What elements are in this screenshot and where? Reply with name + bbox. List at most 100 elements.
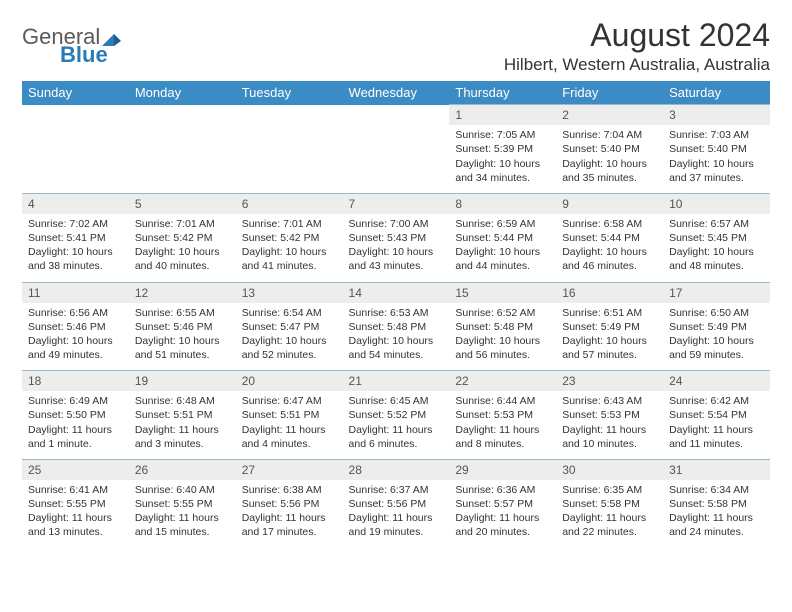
sunrise-text: Sunrise: 6:53 AM [349,306,444,320]
brand-part2: Blue [22,44,123,66]
sunrise-text: Sunrise: 6:54 AM [242,306,337,320]
sunset-text: Sunset: 5:41 PM [28,231,123,245]
day-detail-row: Sunrise: 6:56 AMSunset: 5:46 PMDaylight:… [22,303,770,371]
sunset-text: Sunset: 5:47 PM [242,320,337,334]
location-text: Hilbert, Western Australia, Australia [504,55,770,75]
day-number-cell: 5 [129,193,236,214]
day-number-cell [236,105,343,126]
sunset-text: Sunset: 5:50 PM [28,408,123,422]
daylight-text: Daylight: 11 hours and 4 minutes. [242,423,337,451]
daylight-text: Daylight: 11 hours and 3 minutes. [135,423,230,451]
sunrise-text: Sunrise: 7:01 AM [135,217,230,231]
daylight-text: Daylight: 10 hours and 59 minutes. [669,334,764,362]
sunrise-text: Sunrise: 6:58 AM [562,217,657,231]
daylight-text: Daylight: 10 hours and 52 minutes. [242,334,337,362]
day-detail-cell: Sunrise: 6:44 AMSunset: 5:53 PMDaylight:… [449,391,556,459]
sunset-text: Sunset: 5:55 PM [135,497,230,511]
day-detail-cell: Sunrise: 6:42 AMSunset: 5:54 PMDaylight:… [663,391,770,459]
day-number-cell: 7 [343,193,450,214]
brand-logo: GeneralBlue [22,18,123,66]
sunset-text: Sunset: 5:53 PM [562,408,657,422]
day-number-cell: 21 [343,371,450,392]
sunrise-text: Sunrise: 6:38 AM [242,483,337,497]
day-number-cell: 29 [449,459,556,480]
day-number-row: 11121314151617 [22,282,770,303]
day-number-cell [129,105,236,126]
daylight-text: Daylight: 10 hours and 51 minutes. [135,334,230,362]
weekday-header: Friday [556,81,663,105]
day-number-row: 123 [22,105,770,126]
daylight-text: Daylight: 10 hours and 43 minutes. [349,245,444,273]
title-block: August 2024 Hilbert, Western Australia, … [504,18,770,75]
daylight-text: Daylight: 11 hours and 6 minutes. [349,423,444,451]
sunrise-text: Sunrise: 6:51 AM [562,306,657,320]
day-number-cell: 13 [236,282,343,303]
sunrise-text: Sunrise: 6:47 AM [242,394,337,408]
day-detail-cell: Sunrise: 6:48 AMSunset: 5:51 PMDaylight:… [129,391,236,459]
sunset-text: Sunset: 5:49 PM [562,320,657,334]
day-detail-cell [129,125,236,193]
day-number-cell: 2 [556,105,663,126]
daylight-text: Daylight: 11 hours and 24 minutes. [669,511,764,539]
daylight-text: Daylight: 11 hours and 17 minutes. [242,511,337,539]
day-detail-cell: Sunrise: 6:35 AMSunset: 5:58 PMDaylight:… [556,480,663,548]
day-detail-cell: Sunrise: 6:45 AMSunset: 5:52 PMDaylight:… [343,391,450,459]
day-number-cell: 14 [343,282,450,303]
sunset-text: Sunset: 5:42 PM [242,231,337,245]
sunrise-text: Sunrise: 6:50 AM [669,306,764,320]
sunrise-text: Sunrise: 6:42 AM [669,394,764,408]
day-number-cell: 27 [236,459,343,480]
day-detail-cell [22,125,129,193]
daylight-text: Daylight: 10 hours and 57 minutes. [562,334,657,362]
sunset-text: Sunset: 5:58 PM [562,497,657,511]
sunset-text: Sunset: 5:58 PM [669,497,764,511]
day-detail-cell: Sunrise: 6:43 AMSunset: 5:53 PMDaylight:… [556,391,663,459]
sunrise-text: Sunrise: 6:52 AM [455,306,550,320]
day-number-cell: 25 [22,459,129,480]
day-number-cell: 18 [22,371,129,392]
daylight-text: Daylight: 10 hours and 37 minutes. [669,157,764,185]
sunrise-text: Sunrise: 7:02 AM [28,217,123,231]
day-detail-cell: Sunrise: 6:57 AMSunset: 5:45 PMDaylight:… [663,214,770,282]
daylight-text: Daylight: 10 hours and 35 minutes. [562,157,657,185]
day-number-cell: 4 [22,193,129,214]
calendar-table: Sunday Monday Tuesday Wednesday Thursday… [22,81,770,547]
sunset-text: Sunset: 5:51 PM [242,408,337,422]
day-detail-cell: Sunrise: 7:02 AMSunset: 5:41 PMDaylight:… [22,214,129,282]
day-number-cell: 28 [343,459,450,480]
daylight-text: Daylight: 10 hours and 34 minutes. [455,157,550,185]
sunset-text: Sunset: 5:43 PM [349,231,444,245]
sunset-text: Sunset: 5:40 PM [669,142,764,156]
daylight-text: Daylight: 10 hours and 44 minutes. [455,245,550,273]
daylight-text: Daylight: 11 hours and 11 minutes. [669,423,764,451]
sunset-text: Sunset: 5:45 PM [669,231,764,245]
day-detail-cell: Sunrise: 6:58 AMSunset: 5:44 PMDaylight:… [556,214,663,282]
sunrise-text: Sunrise: 6:40 AM [135,483,230,497]
day-number-cell: 16 [556,282,663,303]
weekday-header: Thursday [449,81,556,105]
day-detail-cell: Sunrise: 6:36 AMSunset: 5:57 PMDaylight:… [449,480,556,548]
day-detail-cell: Sunrise: 6:55 AMSunset: 5:46 PMDaylight:… [129,303,236,371]
day-detail-cell: Sunrise: 6:38 AMSunset: 5:56 PMDaylight:… [236,480,343,548]
day-number-cell: 23 [556,371,663,392]
day-detail-cell: Sunrise: 6:56 AMSunset: 5:46 PMDaylight:… [22,303,129,371]
day-number-cell: 17 [663,282,770,303]
day-number-cell: 12 [129,282,236,303]
daylight-text: Daylight: 10 hours and 48 minutes. [669,245,764,273]
daylight-text: Daylight: 10 hours and 56 minutes. [455,334,550,362]
day-detail-cell: Sunrise: 6:47 AMSunset: 5:51 PMDaylight:… [236,391,343,459]
sunrise-text: Sunrise: 7:00 AM [349,217,444,231]
day-detail-cell: Sunrise: 6:52 AMSunset: 5:48 PMDaylight:… [449,303,556,371]
sunset-text: Sunset: 5:46 PM [28,320,123,334]
sunrise-text: Sunrise: 6:36 AM [455,483,550,497]
sunrise-text: Sunrise: 7:04 AM [562,128,657,142]
day-number-cell: 19 [129,371,236,392]
sunset-text: Sunset: 5:49 PM [669,320,764,334]
day-number-cell: 6 [236,193,343,214]
sunrise-text: Sunrise: 6:49 AM [28,394,123,408]
daylight-text: Daylight: 10 hours and 46 minutes. [562,245,657,273]
day-number-cell [343,105,450,126]
day-detail-cell: Sunrise: 6:59 AMSunset: 5:44 PMDaylight:… [449,214,556,282]
sunrise-text: Sunrise: 7:03 AM [669,128,764,142]
day-detail-row: Sunrise: 7:05 AMSunset: 5:39 PMDaylight:… [22,125,770,193]
